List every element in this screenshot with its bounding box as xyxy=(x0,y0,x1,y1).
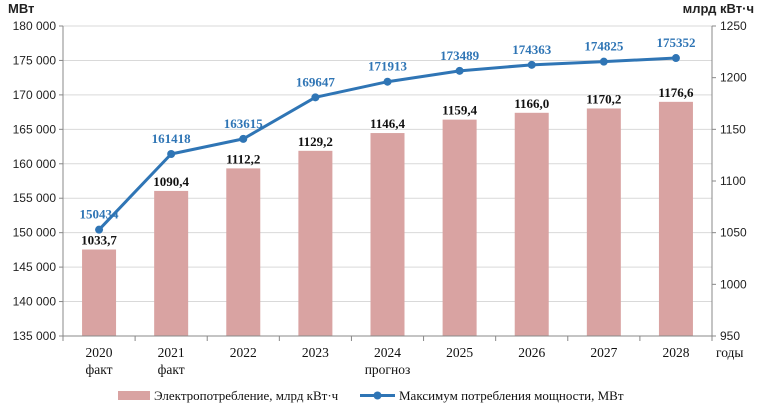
left-tick-label: 165 000 xyxy=(13,122,57,136)
bar-data-label: 1090,4 xyxy=(153,174,189,189)
bar-data-label: 1112,2 xyxy=(226,151,260,166)
x-axis-title: годы xyxy=(716,345,744,360)
legend-bar-swatch xyxy=(118,391,150,400)
x-tick-label: 2023 xyxy=(302,345,329,360)
line-series xyxy=(95,54,680,234)
line-data-label: 175352 xyxy=(656,35,695,50)
left-tick-label: 180 000 xyxy=(13,19,57,33)
bar xyxy=(586,108,621,337)
bar xyxy=(226,168,261,336)
left-axis-title: МВт xyxy=(8,1,34,16)
left-tick-label: 145 000 xyxy=(13,260,57,274)
x-tick-label: 2024 xyxy=(374,345,401,360)
line-point xyxy=(599,57,608,66)
bar xyxy=(154,190,189,336)
x-tick-sublabel: прогноз xyxy=(365,362,411,377)
line-data-label: 150434 xyxy=(80,207,120,222)
x-tick-label: 2027 xyxy=(590,345,617,360)
line-point xyxy=(455,66,464,75)
bar-series xyxy=(82,101,693,337)
bar xyxy=(82,249,117,336)
line-data-label: 169647 xyxy=(296,74,336,89)
bar-data-label: 1170,2 xyxy=(586,91,621,106)
right-tick-label: 1150 xyxy=(720,122,746,136)
right-axis-title: млрд кВт·ч xyxy=(683,1,754,16)
right-tick-label: 1250 xyxy=(720,19,747,33)
bar xyxy=(442,119,477,337)
left-tick-label: 170 000 xyxy=(13,88,57,102)
bar xyxy=(370,133,405,336)
line-point xyxy=(167,150,176,159)
left-tick-label: 155 000 xyxy=(13,191,57,205)
bar-data-label: 1146,4 xyxy=(370,116,406,131)
right-tick-label: 1050 xyxy=(720,226,747,240)
axes: 135 000 140 000 145 000 150 000 155 000 160 0… xyxy=(13,19,747,377)
line-data-label: 171913 xyxy=(368,59,408,74)
right-tick-label: 950 xyxy=(720,329,740,343)
line-point xyxy=(239,134,248,143)
line-data-label: 173489 xyxy=(440,48,480,63)
right-tick-label: 1000 xyxy=(720,277,747,291)
bar-data-label: 1176,6 xyxy=(658,85,694,100)
x-tick-sublabel: факт xyxy=(86,362,113,377)
bar-data-label: 1166,0 xyxy=(514,96,549,111)
x-tick-label: 2020 xyxy=(86,345,113,360)
line-data-label: 174363 xyxy=(512,42,552,57)
line-point xyxy=(671,54,680,63)
legend-line-label: Максимум потребления мощности, МВт xyxy=(399,388,624,403)
left-tick-label: 150 000 xyxy=(13,226,57,240)
right-tick-label: 1100 xyxy=(720,174,746,188)
bar-data-label: 1159,4 xyxy=(442,103,478,118)
bar xyxy=(658,101,693,336)
x-tick-sublabel: факт xyxy=(158,362,185,377)
line-data-label: 163615 xyxy=(224,116,264,131)
left-tick-label: 140 000 xyxy=(13,295,57,309)
line-data-label: 174825 xyxy=(584,39,624,54)
x-tick-label: 2021 xyxy=(158,345,185,360)
line-point xyxy=(527,60,536,69)
bar xyxy=(514,112,549,336)
x-tick-label: 2025 xyxy=(446,345,473,360)
bar-data-label: 1129,2 xyxy=(298,134,333,149)
right-tick-label: 1200 xyxy=(720,71,747,85)
x-tick-label: 2026 xyxy=(518,345,545,360)
left-tick-label: 175 000 xyxy=(13,53,57,67)
left-tick-label: 160 000 xyxy=(13,157,57,171)
line-point xyxy=(95,225,104,234)
legend: Электропотребление, млрд кВт·ч Максимум … xyxy=(118,388,624,403)
line-data-label: 161418 xyxy=(152,131,192,146)
data-labels: 1033,7 1090,4 1112,2 1129,2 1146,4 1159,4 1166… xyxy=(80,35,696,247)
line-point xyxy=(383,77,392,86)
bar-data-label: 1033,7 xyxy=(81,233,117,248)
bar xyxy=(298,150,333,336)
x-tick-label: 2022 xyxy=(230,345,257,360)
x-tick-label: 2028 xyxy=(662,345,689,360)
left-tick-label: 135 000 xyxy=(13,329,57,343)
legend-line-marker xyxy=(373,391,382,400)
legend-bar-label: Электропотребление, млрд кВт·ч xyxy=(154,388,339,403)
line-point xyxy=(311,93,320,102)
